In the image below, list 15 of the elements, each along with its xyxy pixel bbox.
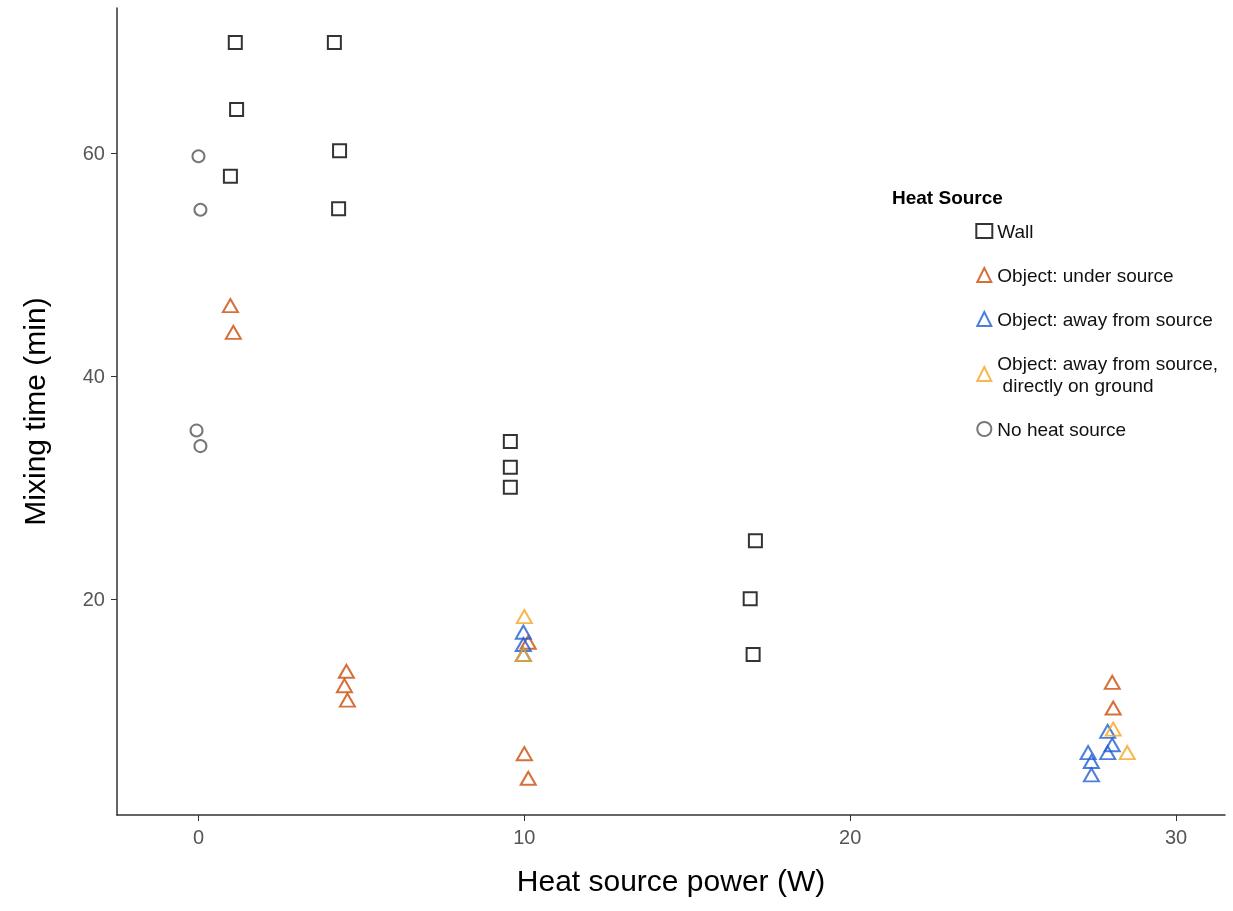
x-axis-title: Heat source power (W) — [516, 863, 826, 897]
legend-title: Heat Source — [892, 187, 1003, 208]
y-tick-label: 40 — [82, 364, 105, 387]
legend-label: No heat source — [997, 418, 1127, 440]
y-tick-label: 20 — [82, 587, 105, 610]
x-tick-label: 30 — [1164, 826, 1188, 848]
x-tick-label: 20 — [839, 826, 862, 848]
legend-label: Object: away from source, directly on ground — [997, 352, 1219, 396]
x-tick-label: 0 — [192, 826, 205, 848]
legend-label: Wall — [997, 220, 1034, 242]
x-tick-label: 10 — [513, 826, 536, 848]
legend-label: Object: under source — [997, 264, 1174, 286]
y-tick-label: 60 — [82, 141, 105, 164]
y-axis-title: Mixing time (min) — [17, 297, 51, 526]
legend-label: Object: away from source — [997, 308, 1213, 330]
